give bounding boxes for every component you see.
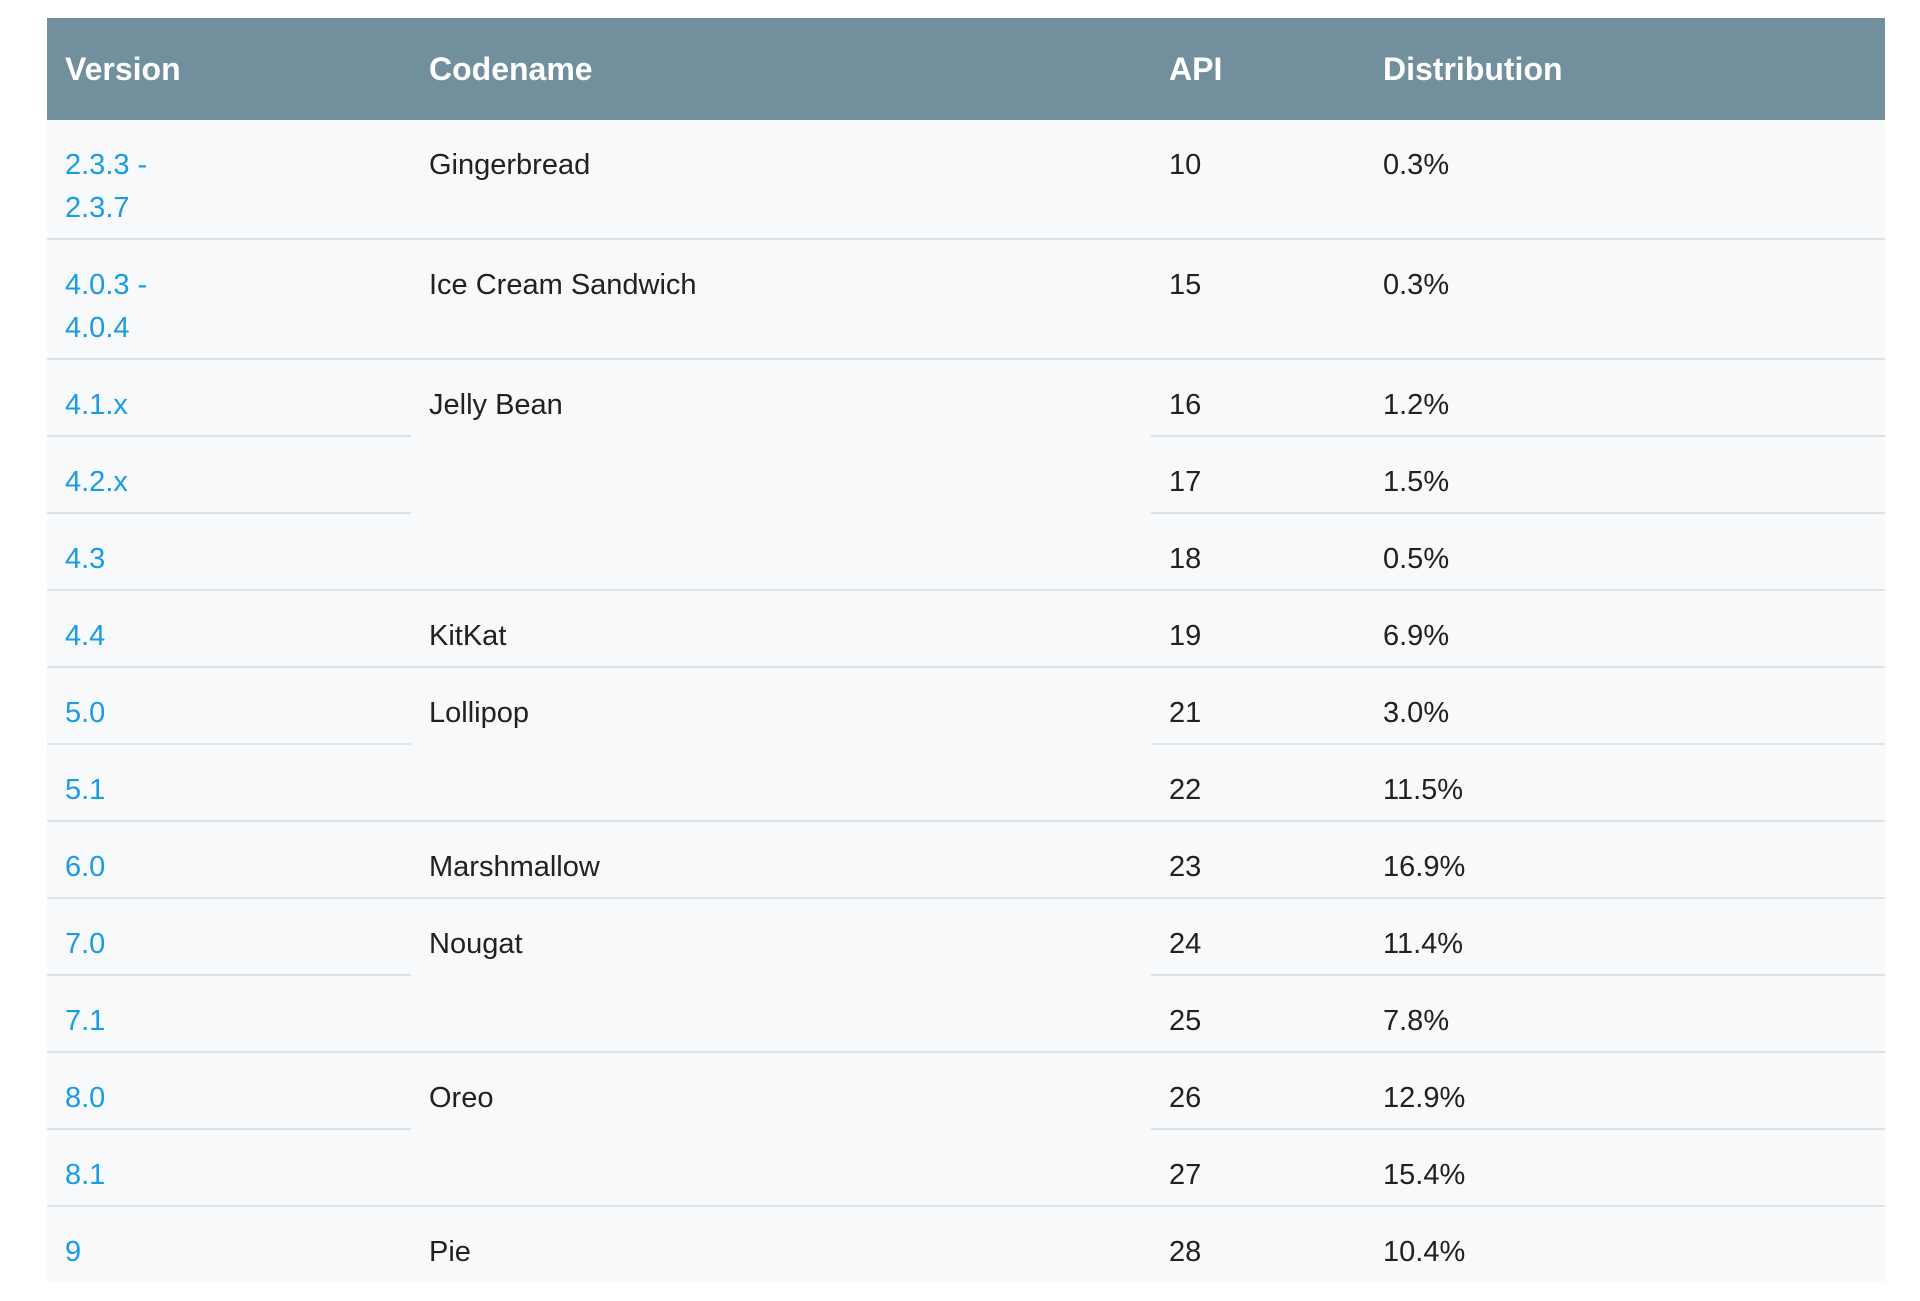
distribution-cell: 12.9% [1365,1051,1885,1129]
api-cell: 17 [1151,435,1365,513]
version-cell: 4.3 [47,512,411,590]
api-cell: 18 [1151,512,1365,590]
codename-cell: KitKat [411,589,1151,667]
distribution-cell: 3.0% [1365,666,1885,744]
version-link[interactable]: 7.0 [65,928,106,960]
table-row: 4.3 18 0.5% [47,512,1885,590]
version-link-line: 4.0.3 - [65,269,148,301]
distribution-cell: 1.2% [1365,358,1885,436]
version-link[interactable]: 4.2.x [65,466,128,498]
codename-cell: Nougat [411,897,1151,1052]
version-link[interactable]: 7.1 [65,1005,106,1037]
api-cell: 15 [1151,238,1365,359]
version-cell: 4.2.x [47,435,411,513]
table-row: 7.1 25 7.8% [47,974,1885,1052]
table-row: 9 Pie 28 10.4% [47,1205,1885,1282]
codename-cell: Pie [411,1205,1151,1282]
codename-cell: Jelly Bean [411,358,1151,590]
distribution-cell: 6.9% [1365,589,1885,667]
table-row: 4.0.3 - 4.0.4 Ice Cream Sandwich 15 0.3% [47,238,1885,359]
api-cell: 26 [1151,1051,1365,1129]
version-cell: 8.1 [47,1128,411,1206]
table-row: 2.3.3 - 2.3.7 Gingerbread 10 0.3% [47,120,1885,239]
column-header-distribution: Distribution [1365,18,1885,120]
codename-cell: Lollipop [411,666,1151,821]
api-cell: 23 [1151,820,1365,898]
distribution-cell: 15.4% [1365,1128,1885,1206]
table-row: 8.1 27 15.4% [47,1128,1885,1206]
version-link[interactable]: 4.0.3 - 4.0.4 [65,264,411,350]
distribution-cell: 10.4% [1365,1205,1885,1282]
codename-cell: Ice Cream Sandwich [411,238,1151,359]
distribution-cell: 0.3% [1365,238,1885,359]
version-cell: 7.1 [47,974,411,1052]
table-row: 7.0 Nougat 24 11.4% [47,897,1885,1052]
version-cell: 6.0 [47,820,411,898]
version-distribution-table: Version Codename API Distribution 2.3.3 … [47,18,1885,1282]
distribution-cell: 11.4% [1365,897,1885,975]
version-link[interactable]: 4.1.x [65,389,128,421]
codename-cell: Marshmallow [411,820,1151,898]
api-cell: 25 [1151,974,1365,1052]
version-cell: 5.1 [47,743,411,821]
table-header: Version Codename API Distribution [47,18,1885,120]
api-cell: 28 [1151,1205,1365,1282]
version-link[interactable]: 5.1 [65,774,106,806]
version-link[interactable]: 6.0 [65,851,106,883]
table-row: 6.0 Marshmallow 23 16.9% [47,820,1885,898]
distribution-cell: 11.5% [1365,743,1885,821]
version-link-line: 2.3.3 - [65,149,148,181]
version-link-line: 2.3.7 [65,192,130,224]
api-cell: 22 [1151,743,1365,821]
distribution-cell: 16.9% [1365,820,1885,898]
api-cell: 24 [1151,897,1365,975]
version-cell: 4.4 [47,589,411,667]
version-cell: 4.0.3 - 4.0.4 [47,238,411,359]
version-link[interactable]: 8.0 [65,1082,106,1114]
version-cell: 2.3.3 - 2.3.7 [47,120,411,239]
version-link[interactable]: 4.3 [65,543,106,575]
table-body: 2.3.3 - 2.3.7 Gingerbread 10 0.3% 4.0.3 … [47,120,1885,1282]
version-link[interactable]: 4.4 [65,620,106,652]
version-link[interactable]: 9 [65,1236,82,1268]
api-cell: 27 [1151,1128,1365,1206]
version-link[interactable]: 8.1 [65,1159,106,1191]
distribution-cell: 1.5% [1365,435,1885,513]
version-cell: 4.1.x [47,358,411,436]
api-cell: 19 [1151,589,1365,667]
codename-cell: Oreo [411,1051,1151,1206]
header-row: Version Codename API Distribution [47,18,1885,120]
distribution-cell: 0.3% [1365,120,1885,239]
api-cell: 21 [1151,666,1365,744]
column-header-version: Version [47,18,411,120]
version-cell: 9 [47,1205,411,1282]
version-link[interactable]: 5.0 [65,697,106,729]
codename-cell: Gingerbread [411,120,1151,239]
column-header-api: API [1151,18,1365,120]
version-cell: 7.0 [47,897,411,975]
table-row: 4.2.x 17 1.5% [47,435,1885,513]
version-link[interactable]: 2.3.3 - 2.3.7 [65,144,411,230]
version-distribution-table-wrapper: Version Codename API Distribution 2.3.3 … [47,18,1885,1282]
table-row: 4.4 KitKat 19 6.9% [47,589,1885,667]
version-link-line: 4.0.4 [65,312,130,344]
api-cell: 10 [1151,120,1365,239]
distribution-cell: 7.8% [1365,974,1885,1052]
version-cell: 8.0 [47,1051,411,1129]
distribution-cell: 0.5% [1365,512,1885,590]
api-cell: 16 [1151,358,1365,436]
table-row: 8.0 Oreo 26 12.9% [47,1051,1885,1206]
table-row: 5.1 22 11.5% [47,743,1885,821]
column-header-codename: Codename [411,18,1151,120]
version-cell: 5.0 [47,666,411,744]
table-row: 4.1.x Jelly Bean 16 1.2% [47,358,1885,590]
table-row: 5.0 Lollipop 21 3.0% [47,666,1885,821]
